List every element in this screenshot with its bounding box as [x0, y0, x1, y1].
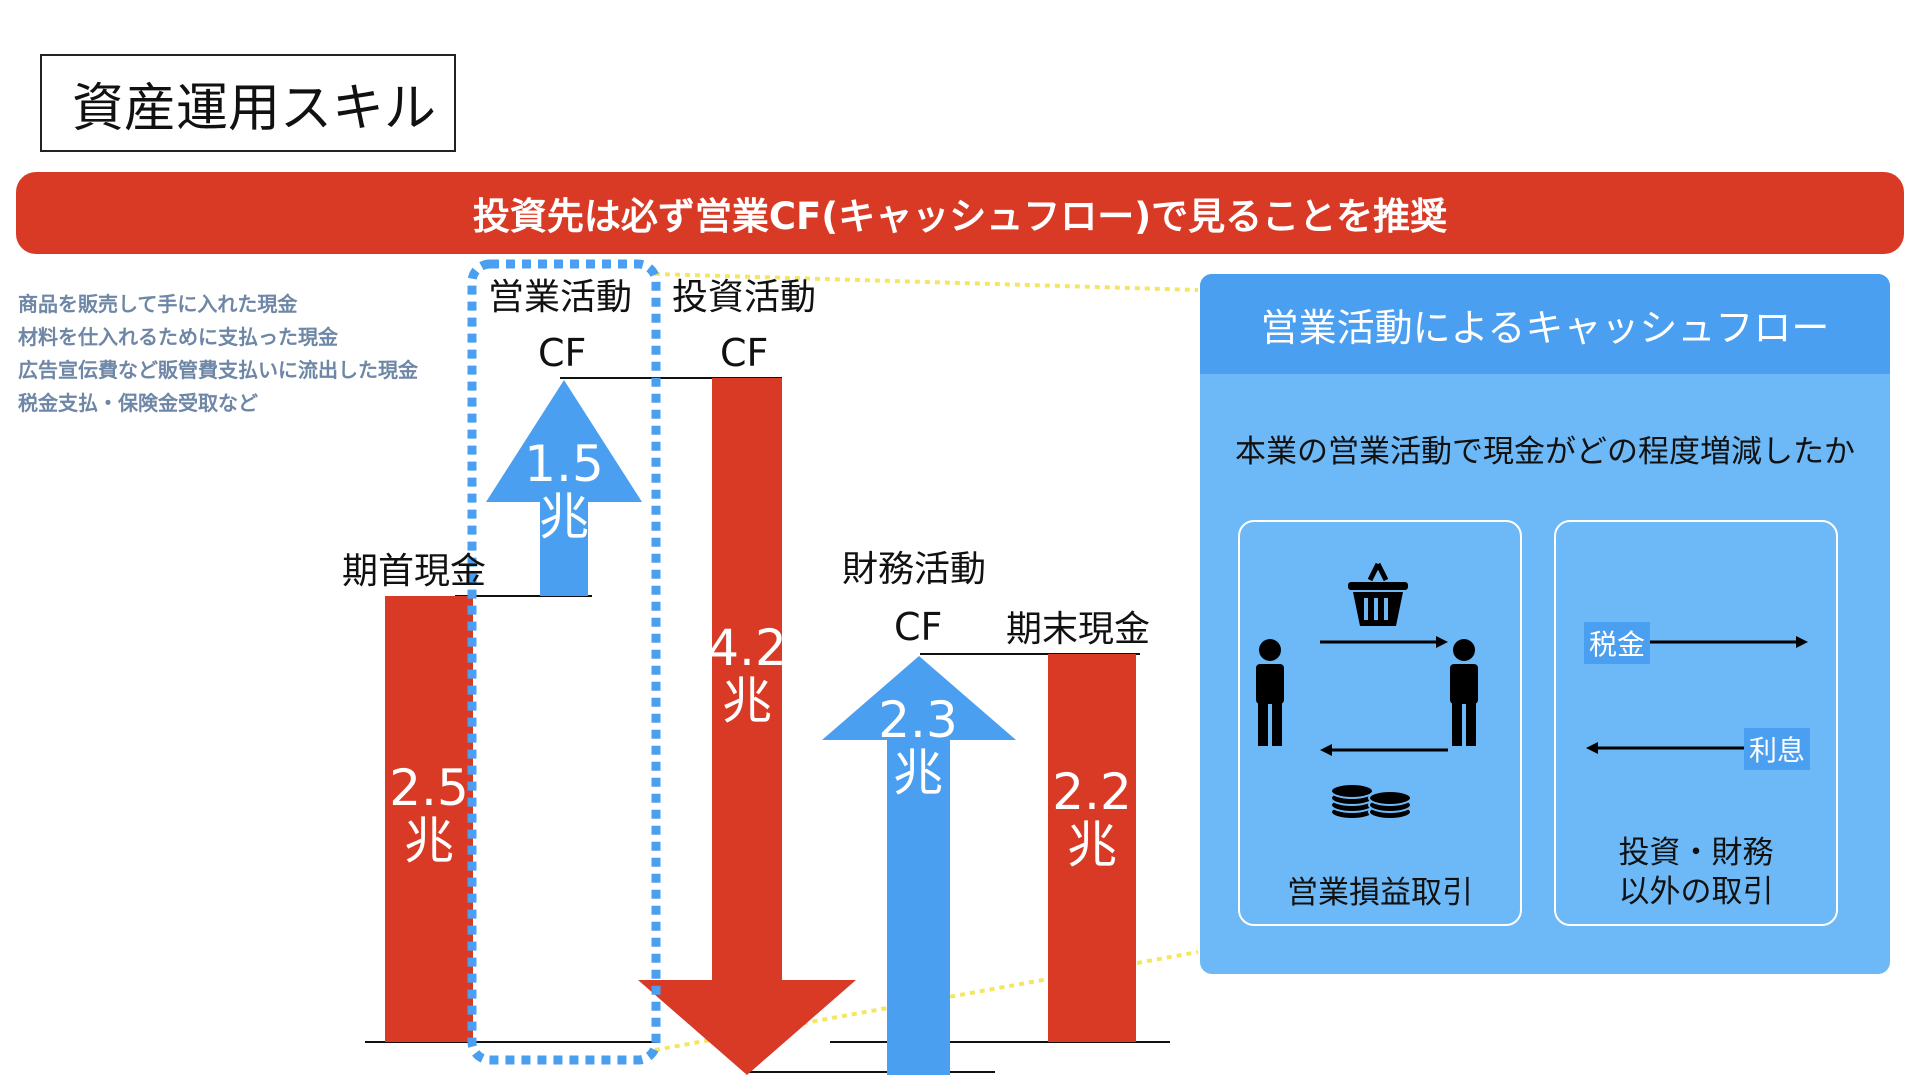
note-item: 商品を販売して手に入れた現金 — [18, 292, 298, 316]
highlight-connector-top — [654, 272, 1199, 292]
page-title: 資産運用スキル — [40, 54, 456, 152]
investing-cf-amount: 4.2 — [707, 619, 787, 677]
tax-tag: 税金 — [1584, 622, 1651, 664]
operating-cf-unit: 兆 — [539, 487, 589, 546]
financing-activity-label: 財務活動 — [842, 549, 987, 590]
page-title-text: 資産運用スキル — [72, 78, 437, 139]
operating-activity-notes: 商品を販売して手に入れた現金 材料を仕入れるために支払った現金 広告宣伝費など販… — [18, 288, 418, 420]
operating-activity-label: 営業活動 — [488, 277, 633, 318]
basket-icon — [1348, 562, 1408, 626]
arrow-left-icon — [1586, 742, 1746, 754]
right-box-caption: 投資・財務 以外の取引 — [1556, 834, 1836, 912]
investing-cf-unit: 兆 — [722, 671, 772, 730]
closing-cash-value: 2.2 兆 — [1042, 766, 1142, 871]
operating-pl-transactions-box: 営業損益取引 — [1238, 520, 1522, 926]
left-box-caption: 営業損益取引 — [1287, 875, 1473, 911]
arrow-right-icon — [1320, 636, 1448, 648]
note-item: 税金支払・保険金受取など — [18, 391, 258, 415]
transaction-illustration — [1256, 562, 1478, 820]
right-box-caption-line2: 以外の取引 — [1618, 873, 1774, 910]
closing-cash-label: 期末現金 — [1006, 609, 1151, 650]
arrow-right-icon — [1650, 636, 1808, 648]
operating-cf-label: CF — [538, 331, 587, 375]
financing-cf-value: 2.3 兆 — [868, 694, 968, 799]
panel-title: 営業活動によるキャッシュフロー — [1260, 305, 1830, 350]
financing-cf-arrow — [822, 656, 1016, 1075]
tax-interest-illustration — [1586, 636, 1808, 754]
closing-cash-bar — [1048, 654, 1136, 1042]
opening-cash-label: 期首現金 — [342, 551, 487, 592]
opening-cash-bar — [385, 596, 473, 1042]
operating-cf-highlight-frame — [467, 259, 661, 1065]
operating-cf-arrow — [486, 380, 642, 596]
financing-cf-amount: 2.3 — [878, 691, 958, 749]
financing-cf-label: CF — [894, 605, 943, 649]
coins-icon — [1330, 783, 1412, 820]
investing-activity-label: 投資活動 — [672, 277, 817, 318]
closing-cash-unit: 兆 — [1067, 815, 1117, 874]
right-box-caption-line1: 投資・財務 — [1618, 835, 1774, 871]
arrow-left-icon — [1320, 744, 1448, 756]
closing-cash-amount: 2.2 — [1052, 763, 1132, 821]
panel-header: 営業活動によるキャッシュフロー — [1200, 274, 1890, 374]
person-icon — [1256, 639, 1284, 746]
interest-tag: 利息 — [1744, 728, 1811, 770]
investing-cf-label: CF — [720, 331, 769, 375]
financing-cf-unit: 兆 — [893, 743, 943, 802]
operating-cf-explanation-panel: 営業活動によるキャッシュフロー 本業の営業活動で現金がどの程度増減したか — [1200, 274, 1890, 974]
panel-description: 本業の営業活動で現金がどの程度増減したか — [1235, 434, 1855, 470]
headline-banner: 投資先は必ず営業CF(キャッシュフロー)で見ることを推奨 — [16, 172, 1904, 254]
opening-cash-value: 2.5 兆 — [379, 762, 479, 867]
non-investing-financing-box: 税金 利息 投資・財務 以外の取引 — [1554, 520, 1838, 926]
note-item: 広告宣伝費など販管費支払いに流出した現金 — [18, 358, 418, 382]
note-item: 材料を仕入れるために支払った現金 — [18, 325, 338, 349]
operating-cf-value: 1.5 兆 — [514, 438, 614, 543]
person-icon — [1450, 639, 1478, 746]
operating-cf-amount: 1.5 — [524, 435, 604, 493]
investing-cf-arrow — [638, 378, 856, 1075]
opening-cash-amount: 2.5 — [389, 759, 469, 817]
investing-cf-value: 4.2 兆 — [697, 622, 797, 727]
opening-cash-unit: 兆 — [404, 811, 454, 870]
headline-text: 投資先は必ず営業CF(キャッシュフロー)で見ることを推奨 — [472, 195, 1448, 238]
